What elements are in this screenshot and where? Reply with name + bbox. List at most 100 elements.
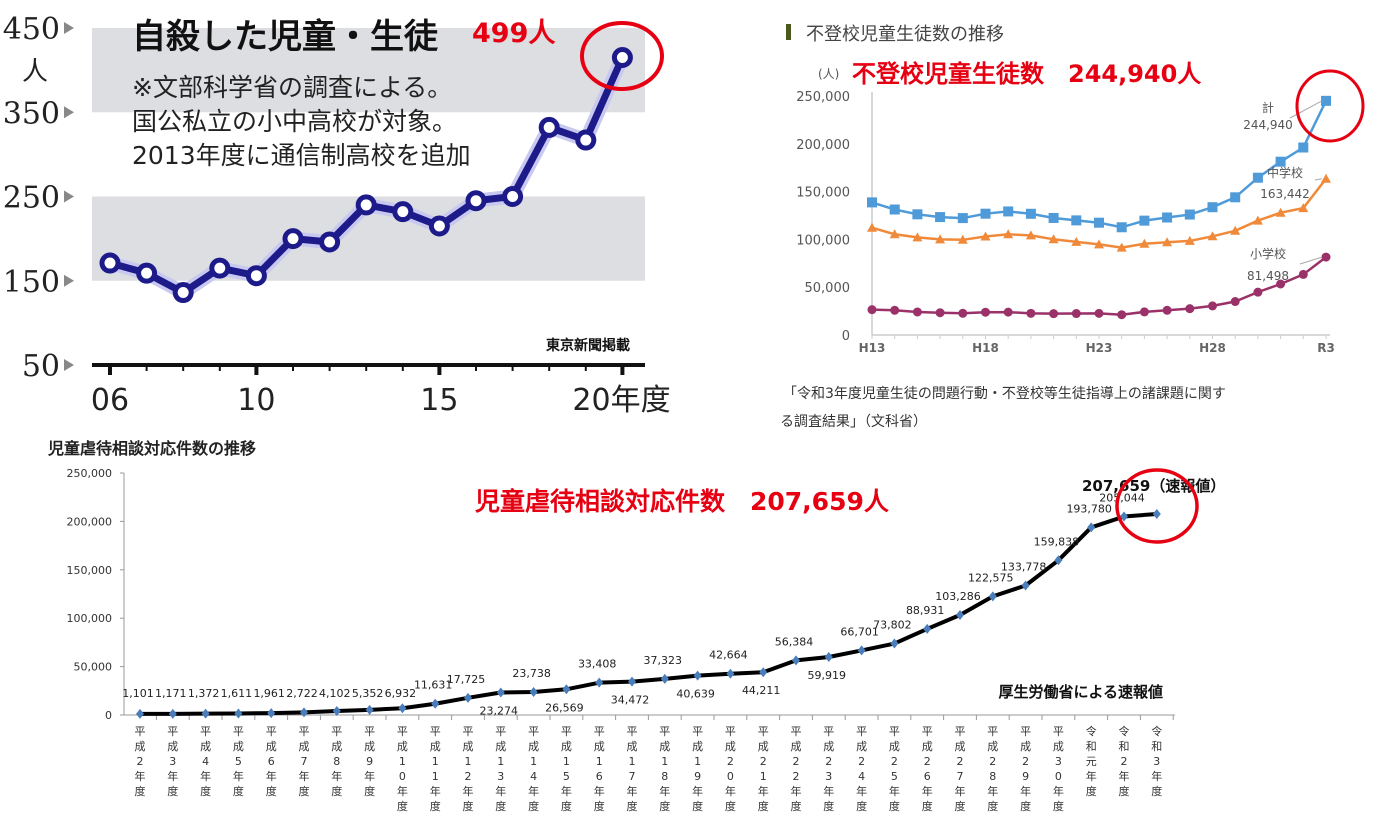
data-point-diamond	[562, 684, 571, 695]
data-point-square	[1252, 172, 1263, 183]
data-point-circle	[935, 308, 945, 318]
data-label: 34,472	[611, 694, 650, 707]
futoko-chart-title: 不登校児童生徒数の推移	[806, 24, 1004, 45]
data-label: 4,102	[319, 687, 351, 700]
x-tick-label: 令和 2 年度	[1119, 724, 1130, 798]
data-point-square	[1025, 208, 1036, 219]
data-label: 2,722	[286, 687, 318, 700]
data-label: 44,211	[742, 684, 781, 697]
x-tick-label: 平成 2 4 年度	[856, 725, 867, 813]
data-point-circle	[1253, 287, 1263, 297]
x-tick-label: 平成 2 8 年度	[987, 725, 998, 813]
data-point	[428, 215, 450, 237]
data-point-square	[912, 209, 923, 220]
data-point	[319, 231, 341, 253]
y-tick-label: 450	[3, 12, 60, 47]
x-tick-label: H28	[1199, 341, 1226, 355]
data-label: 1,101	[122, 687, 154, 700]
x-tick-label: 平成 1 2 年度	[463, 725, 474, 813]
data-point-triangle	[1116, 242, 1127, 252]
futoko-caption-1: 「令和3年度児童生徒の問題行動・不登校等生徒指導上の諸課題に関す	[783, 385, 1226, 402]
suicide-chart-note-2: 国公私立の小中高校が対象。	[132, 107, 457, 136]
y-tick-label: 50,000	[805, 281, 851, 296]
data-point-diamond	[1120, 511, 1128, 522]
abuse-source: 厚生労働省による速報値	[998, 683, 1163, 701]
series-name-label: 中学校	[1267, 165, 1303, 180]
data-point-square	[980, 208, 991, 219]
data-point	[465, 190, 487, 212]
series-name-label: 計	[1262, 100, 1274, 115]
data-label: 26,569	[545, 701, 584, 714]
data-point-square	[1048, 212, 1059, 223]
x-tick-label: 平成 6 年度	[266, 725, 277, 798]
y-tick-arrow-icon	[64, 106, 74, 119]
y-tick-arrow-icon	[64, 22, 74, 34]
data-point-circle	[981, 307, 990, 317]
suicide-chart-title: 自殺した児童・生徒	[132, 17, 439, 57]
data-point-diamond	[726, 668, 735, 679]
data-point-triangle	[1230, 225, 1241, 235]
x-tick-label: 平成 2 9 年度	[1020, 725, 1031, 813]
suicide-highlight: 499人	[472, 18, 555, 49]
data-point-square	[957, 213, 968, 224]
y-tick-label: 150	[3, 265, 60, 300]
data-point-diamond	[201, 708, 210, 719]
data-point-circle	[912, 307, 922, 317]
data-point-diamond	[1152, 508, 1161, 519]
data-point-diamond	[824, 651, 833, 662]
data-point-diamond	[300, 707, 308, 718]
data-point-diamond	[1054, 555, 1063, 566]
x-tick-label: 平成 1 4 年度	[528, 725, 539, 813]
x-tick-label: 平成 2 7 年度	[955, 725, 966, 813]
x-tick-label: 平成 2 1 年度	[758, 725, 769, 813]
data-point-square	[867, 197, 877, 208]
data-label: 159,838	[1034, 535, 1080, 548]
y-tick-label: 50	[22, 349, 60, 384]
data-point-circle	[958, 308, 968, 318]
y-tick-label: 250	[3, 181, 60, 216]
data-point-triangle	[1071, 236, 1082, 246]
y-tick-label: 350	[3, 96, 60, 131]
data-point	[392, 201, 414, 223]
data-point-diamond	[365, 704, 374, 715]
y-tick-label: 100,000	[67, 612, 113, 625]
highlight-circle	[1115, 468, 1199, 544]
data-label: 1,611	[221, 687, 253, 700]
x-tick-label: 平成 1 6 年度	[594, 725, 605, 813]
suicide-chart-note-1: ※文部科学省の調査による。	[132, 73, 452, 102]
data-label: 1,372	[188, 687, 220, 700]
x-tick-label: 平成 4 年度	[200, 725, 211, 798]
x-tick-label: 平成 1 5 年度	[561, 725, 572, 813]
data-point-square	[1139, 215, 1150, 226]
data-point-diamond	[759, 667, 768, 678]
data-point-triangle	[1025, 230, 1036, 240]
data-label: 59,919	[808, 669, 847, 682]
x-tick-label: H23	[1086, 341, 1113, 355]
data-point-diamond	[332, 706, 341, 717]
data-point-square	[1071, 215, 1082, 226]
data-point-square	[935, 212, 946, 223]
abuse-highlight: 児童虐待相談対応件数 207,659人	[475, 487, 889, 516]
data-point-triangle	[1048, 234, 1059, 244]
data-label: 66,701	[840, 625, 879, 638]
data-point	[355, 194, 377, 216]
data-point-diamond	[693, 670, 702, 681]
data-point-triangle	[957, 234, 968, 244]
x-tick-label: 06	[91, 383, 129, 418]
data-point-square	[1298, 142, 1309, 153]
y-tick-label: 0	[105, 709, 112, 722]
data-point-triangle	[867, 222, 877, 232]
data-point-triangle	[1321, 173, 1331, 183]
data-point-circle	[1003, 307, 1013, 317]
data-point-square	[1230, 192, 1241, 203]
data-point	[99, 252, 121, 274]
series-value-label: 244,940	[1243, 118, 1293, 132]
x-tick-label: 平成 2 年度	[135, 725, 146, 798]
x-tick-label: 平成 1 7 年度	[627, 725, 638, 813]
data-point-triangle	[1298, 203, 1309, 213]
data-point-circle	[1026, 308, 1036, 318]
data-point-circle	[1049, 309, 1059, 319]
x-tick-label: 平成 1 9 年度	[692, 725, 703, 813]
y-tick-label: 200,000	[67, 515, 113, 528]
y-tick-label: 150,000	[796, 186, 850, 201]
